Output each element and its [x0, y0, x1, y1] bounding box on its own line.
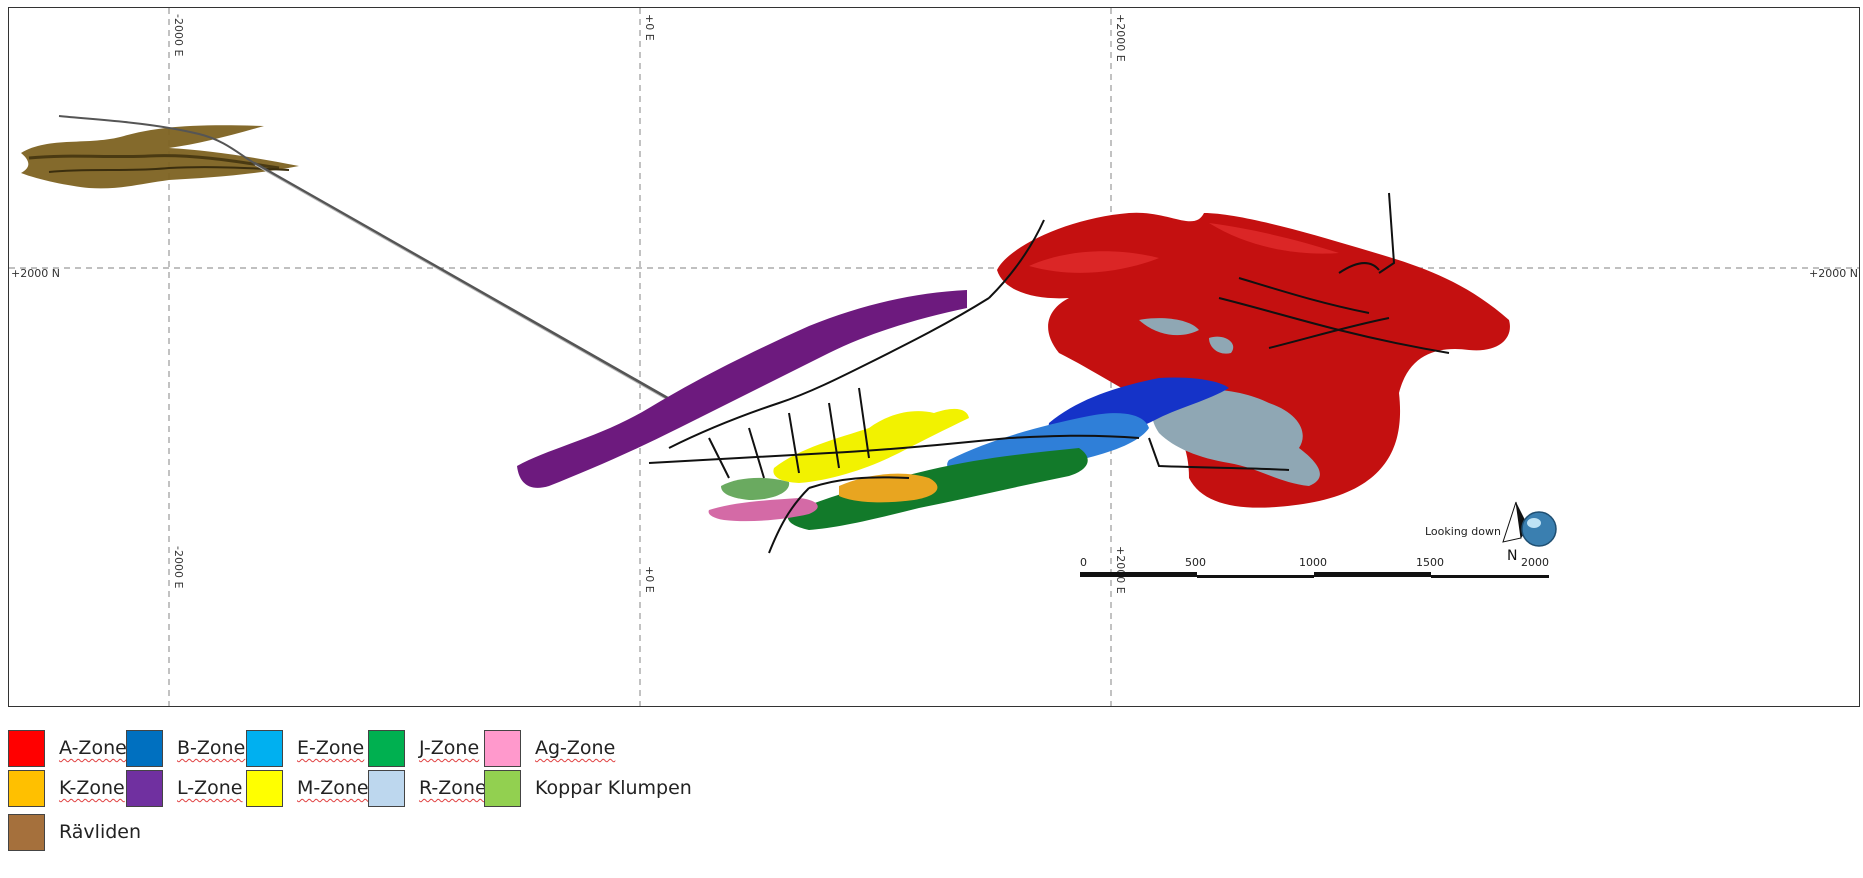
grid-label-left-north: +2000 N: [11, 267, 60, 280]
legend-swatch-r-zone: [368, 769, 405, 807]
legend-label-ag-zone: Ag-Zone: [535, 737, 616, 759]
north-label: N: [1507, 548, 1517, 564]
a-zone-orebody: [997, 212, 1510, 508]
legend-label-r-zone: R-Zone: [419, 777, 487, 799]
decline-tunnel: [58, 115, 700, 419]
legend-label-ravliden: Rävliden: [59, 821, 142, 843]
scale-tick-500: 500: [1185, 556, 1206, 569]
underground-workings: [648, 192, 1450, 554]
legend: A-Zone B-Zone E-Zone J-Zone Ag-Zone K-Zo…: [8, 728, 908, 878]
legend-label-j-zone: J-Zone: [419, 737, 480, 759]
view-label: Looking down: [1425, 525, 1501, 538]
legend-item-ag-zone: Ag-Zone: [484, 728, 615, 768]
a-zone-highlights: [1029, 223, 1339, 273]
view-globe-icon: [1521, 511, 1557, 547]
koppar-klumpen-orebody: [721, 477, 790, 500]
legend-item-koppar-klumpen: Koppar Klumpen: [484, 768, 692, 808]
scale-bar: 0 500 1000 1500 2000: [1080, 556, 1549, 578]
legend-label-koppar-klumpen: Koppar Klumpen: [535, 777, 692, 799]
m-zone-orebody: [773, 408, 969, 483]
grid-label-bottom-west: -2000 E: [172, 546, 185, 588]
legend-swatch-b-zone: [126, 729, 163, 767]
legend-item-a-zone: A-Zone: [8, 728, 127, 768]
legend-item-e-zone: E-Zone: [246, 728, 364, 768]
k-zone-orebody: [839, 473, 938, 503]
legend-swatch-koppar-klumpen: [484, 769, 521, 807]
l-zone-orebody: [517, 290, 967, 488]
legend-label-l-zone: L-Zone: [177, 777, 243, 799]
legend-item-m-zone: M-Zone: [246, 768, 369, 808]
grid-label-top-center: +0 E: [643, 14, 656, 41]
legend-item-ravliden: Rävliden: [8, 812, 141, 852]
r-zone-orebody: [1139, 318, 1320, 486]
legend-label-b-zone: B-Zone: [177, 737, 246, 759]
legend-swatch-m-zone: [246, 769, 283, 807]
grid-label-top-west: -2000 E: [172, 14, 185, 56]
legend-label-k-zone: K-Zone: [59, 777, 125, 799]
legend-swatch-j-zone: [368, 729, 405, 767]
scale-tick-1000: 1000: [1299, 556, 1327, 569]
grid-label-bottom-east: +2000 E: [1114, 546, 1127, 594]
legend-label-m-zone: M-Zone: [297, 777, 369, 799]
scale-tick-0: 0: [1080, 556, 1087, 569]
scale-tick-2000: 2000: [1521, 556, 1549, 569]
legend-swatch-k-zone: [8, 769, 45, 807]
legend-swatch-ravliden: [8, 813, 45, 851]
grid-label-top-east: +2000 E: [1114, 14, 1127, 62]
legend-item-j-zone: J-Zone: [368, 728, 479, 768]
grid-label-bottom-center: +0 E: [643, 566, 656, 593]
view-orientation-widget[interactable]: Looking down N: [1425, 501, 1557, 564]
legend-item-k-zone: K-Zone: [8, 768, 125, 808]
legend-swatch-e-zone: [246, 729, 283, 767]
legend-swatch-l-zone: [126, 769, 163, 807]
legend-item-r-zone: R-Zone: [368, 768, 487, 808]
legend-item-l-zone: L-Zone: [126, 768, 242, 808]
j-zone-orebody: [787, 448, 1088, 530]
legend-label-e-zone: E-Zone: [297, 737, 365, 759]
legend-item-b-zone: B-Zone: [126, 728, 245, 768]
ag-zone-orebody: [708, 498, 818, 522]
legend-swatch-a-zone: [8, 729, 45, 767]
view-globe-highlight-icon: [1527, 518, 1541, 528]
map-view[interactable]: -2000 E +0 E +2000 E -2000 E +0 E +2000 …: [8, 7, 1860, 707]
ravliden-orebody: [21, 125, 299, 189]
legend-swatch-ag-zone: [484, 729, 521, 767]
grid-label-right-north: +2000 N: [1809, 267, 1858, 280]
map-canvas[interactable]: -2000 E +0 E +2000 E -2000 E +0 E +2000 …: [9, 8, 1860, 707]
scale-tick-1500: 1500: [1416, 556, 1444, 569]
legend-label-a-zone: A-Zone: [59, 737, 127, 759]
